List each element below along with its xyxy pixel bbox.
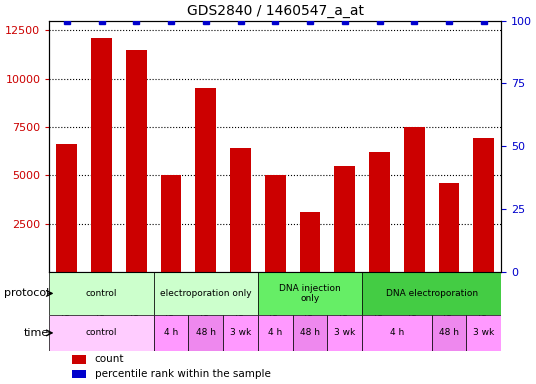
FancyBboxPatch shape [466,315,501,351]
FancyBboxPatch shape [327,315,362,351]
Bar [369,152,390,272]
Bar [404,127,425,272]
Bar [72,355,86,364]
FancyBboxPatch shape [293,315,327,351]
FancyBboxPatch shape [154,315,188,351]
Bar [195,88,216,272]
Text: 3 wk: 3 wk [334,328,355,338]
FancyBboxPatch shape [431,315,466,351]
FancyBboxPatch shape [49,315,154,351]
FancyBboxPatch shape [49,272,154,315]
Text: 3 wk: 3 wk [230,328,251,338]
Text: percentile rank within the sample: percentile rank within the sample [94,369,271,379]
FancyBboxPatch shape [258,315,293,351]
Text: DNA electroporation: DNA electroporation [385,289,478,298]
Bar [300,212,321,272]
Text: 4 h: 4 h [268,328,282,338]
Bar [473,139,494,272]
FancyBboxPatch shape [258,272,362,315]
FancyBboxPatch shape [188,315,223,351]
Text: 4 h: 4 h [164,328,178,338]
Text: time: time [24,328,49,338]
FancyBboxPatch shape [223,315,258,351]
FancyBboxPatch shape [154,272,258,315]
Title: GDS2840 / 1460547_a_at: GDS2840 / 1460547_a_at [187,4,364,18]
Bar [161,175,182,272]
Bar [334,166,355,272]
Bar [265,175,286,272]
Bar [72,369,86,378]
Text: 4 h: 4 h [390,328,404,338]
Bar [438,183,459,272]
Text: 48 h: 48 h [439,328,459,338]
Bar [91,38,112,272]
Text: DNA injection
only: DNA injection only [279,284,341,303]
Bar [230,148,251,272]
Text: count: count [94,354,124,364]
FancyBboxPatch shape [362,315,431,351]
Text: control: control [86,289,117,298]
FancyBboxPatch shape [362,272,501,315]
Bar [126,50,147,272]
Text: 3 wk: 3 wk [473,328,494,338]
Text: control: control [86,328,117,338]
Text: protocol: protocol [4,288,49,298]
Bar [56,144,77,272]
Text: 48 h: 48 h [196,328,216,338]
Text: 48 h: 48 h [300,328,320,338]
Text: electroporation only: electroporation only [160,289,251,298]
